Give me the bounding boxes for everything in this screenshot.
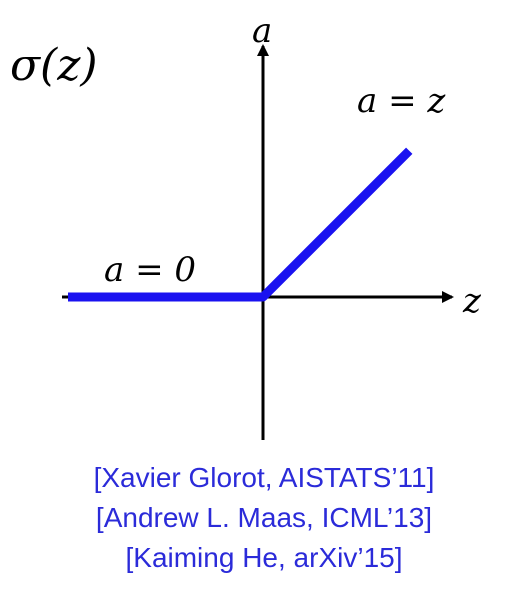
reference-he: [Kaiming He, arXiv’15] — [125, 542, 403, 573]
negative-region-label: a = 0 — [104, 250, 196, 290]
positive-region-label: a = z — [357, 81, 446, 121]
references-list: [Xavier Glorot, AISTATS’11] [Andrew L. M… — [0, 458, 528, 578]
reference-glorot: [Xavier Glorot, AISTATS’11] — [93, 462, 435, 493]
x-axis-label: z — [462, 281, 482, 321]
y-axis-label: a — [252, 11, 272, 51]
function-label: σ(z) — [10, 40, 98, 91]
relu-curve — [68, 147, 413, 302]
reference-maas: [Andrew L. Maas, ICML’13] — [95, 502, 433, 533]
